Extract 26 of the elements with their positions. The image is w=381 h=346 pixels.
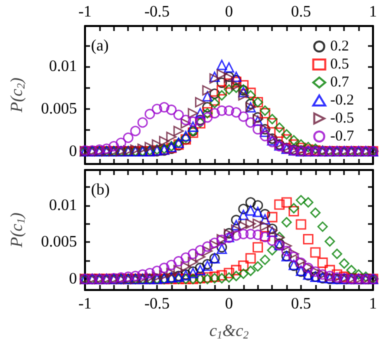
x-tick-label: 0.5 bbox=[291, 296, 311, 312]
legend-label: -0.7 bbox=[330, 128, 354, 144]
legend-label: -0.2 bbox=[330, 92, 354, 108]
x-tick-label: -1 bbox=[78, 4, 92, 20]
x-tick-label: 0.5 bbox=[291, 4, 311, 20]
legend-label: 0.2 bbox=[330, 38, 350, 54]
y-tick-label: 0.01 bbox=[49, 58, 77, 76]
annotation: (b) bbox=[91, 182, 110, 198]
x-tick-label: 0 bbox=[225, 296, 233, 312]
x-tick-label: -0.5 bbox=[144, 4, 170, 20]
y-tick-label: 0.005 bbox=[41, 100, 77, 118]
legend-label: 0.5 bbox=[330, 56, 350, 72]
x-tick-label: 1 bbox=[369, 4, 377, 20]
legend-label: -0.5 bbox=[330, 110, 354, 126]
x-tick-label: -1 bbox=[78, 296, 92, 312]
x-tick-label: 0 bbox=[225, 4, 233, 20]
y-tick-label: 0 bbox=[69, 270, 77, 288]
y-tick-label: 0 bbox=[69, 142, 77, 160]
x-tick-label: -0.5 bbox=[144, 296, 170, 312]
y-axis-title: P(c1) bbox=[7, 212, 28, 248]
annotation: (a) bbox=[91, 38, 109, 54]
legend-label: 0.7 bbox=[330, 74, 350, 90]
y-axis-title: P(c2) bbox=[7, 77, 28, 114]
y-tick-label: 0.005 bbox=[41, 234, 77, 251]
x-tick-label: 1 bbox=[369, 296, 377, 312]
y-tick-label: 0.01 bbox=[49, 196, 77, 214]
